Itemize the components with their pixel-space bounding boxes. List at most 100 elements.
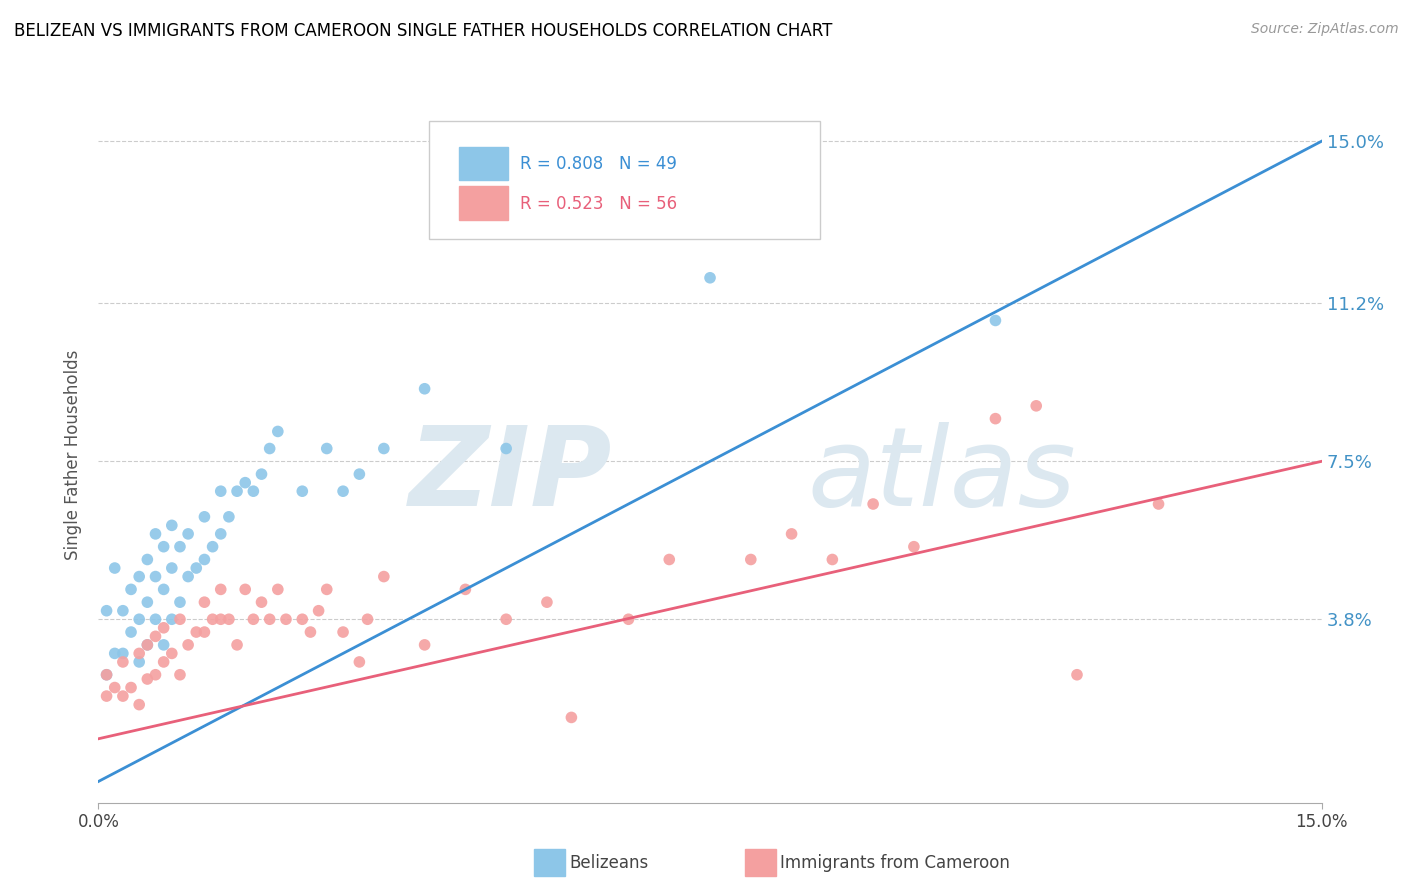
Point [218, 612, 240, 626]
Point [104, 561, 127, 575]
Point [160, 612, 183, 626]
Point [658, 552, 681, 566]
Point [413, 382, 436, 396]
Point [152, 638, 174, 652]
Point [560, 710, 582, 724]
Point [299, 625, 322, 640]
Point [169, 540, 191, 554]
Point [104, 647, 127, 661]
Bar [460, 186, 508, 219]
Point [1066, 667, 1088, 681]
Text: Belizeans: Belizeans [569, 854, 648, 871]
Point [96, 667, 118, 681]
Point [96, 689, 118, 703]
Point [177, 527, 200, 541]
Point [332, 484, 354, 499]
Point [111, 647, 134, 661]
Point [136, 672, 159, 686]
Point [495, 612, 517, 626]
Point [233, 475, 256, 490]
Text: Source: ZipAtlas.com: Source: ZipAtlas.com [1251, 22, 1399, 37]
Point [104, 681, 127, 695]
Point [267, 425, 290, 439]
Point [120, 681, 142, 695]
Point [96, 604, 118, 618]
Point [373, 442, 395, 456]
Point [349, 655, 371, 669]
Point [209, 582, 232, 597]
Point [332, 625, 354, 640]
Point [145, 612, 167, 626]
Point [291, 612, 314, 626]
Point [373, 569, 395, 583]
Point [169, 612, 191, 626]
Point [201, 612, 224, 626]
Text: BELIZEAN VS IMMIGRANTS FROM CAMEROON SINGLE FATHER HOUSEHOLDS CORRELATION CHART: BELIZEAN VS IMMIGRANTS FROM CAMEROON SIN… [14, 22, 832, 40]
Text: Immigrants from Cameroon: Immigrants from Cameroon [780, 854, 1010, 871]
Point [128, 569, 150, 583]
Point [177, 569, 200, 583]
Point [699, 270, 721, 285]
Point [145, 569, 167, 583]
Point [413, 638, 436, 652]
Point [169, 667, 191, 681]
Point [259, 612, 281, 626]
Point [201, 540, 224, 554]
Point [193, 595, 215, 609]
Point [259, 442, 281, 456]
Point [536, 595, 558, 609]
Point [209, 612, 232, 626]
Point [160, 518, 183, 533]
Point [495, 442, 517, 456]
Point [128, 698, 150, 712]
Point [291, 484, 314, 499]
Point [152, 621, 174, 635]
Point [111, 655, 134, 669]
Bar [460, 146, 508, 180]
Point [821, 552, 844, 566]
Point [177, 638, 200, 652]
Point [160, 647, 183, 661]
Point [120, 625, 142, 640]
Point [1147, 497, 1170, 511]
Point [226, 638, 249, 652]
Point [903, 540, 925, 554]
Point [356, 612, 378, 626]
Point [454, 582, 477, 597]
Point [984, 313, 1007, 327]
Point [186, 561, 208, 575]
Point [242, 612, 264, 626]
Point [152, 540, 174, 554]
Text: R = 0.808   N = 49: R = 0.808 N = 49 [520, 155, 678, 173]
Point [862, 497, 884, 511]
Point [617, 612, 640, 626]
Point [209, 527, 232, 541]
Y-axis label: Single Father Households: Single Father Households [65, 350, 83, 560]
Point [111, 689, 134, 703]
Text: atlas: atlas [808, 422, 1077, 529]
Point [96, 667, 118, 681]
Point [308, 604, 330, 618]
Point [120, 582, 142, 597]
Text: ZIP: ZIP [409, 422, 612, 529]
Point [169, 595, 191, 609]
Point [233, 582, 256, 597]
Point [128, 647, 150, 661]
Point [349, 467, 371, 482]
Point [218, 509, 240, 524]
Point [209, 484, 232, 499]
Point [145, 667, 167, 681]
Point [152, 655, 174, 669]
Point [136, 552, 159, 566]
Point [740, 552, 762, 566]
Point [193, 509, 215, 524]
FancyBboxPatch shape [429, 121, 820, 239]
Point [226, 484, 249, 499]
Point [152, 582, 174, 597]
Point [136, 638, 159, 652]
Point [128, 612, 150, 626]
Point [242, 484, 264, 499]
Point [315, 442, 337, 456]
Point [274, 612, 297, 626]
Point [111, 604, 134, 618]
